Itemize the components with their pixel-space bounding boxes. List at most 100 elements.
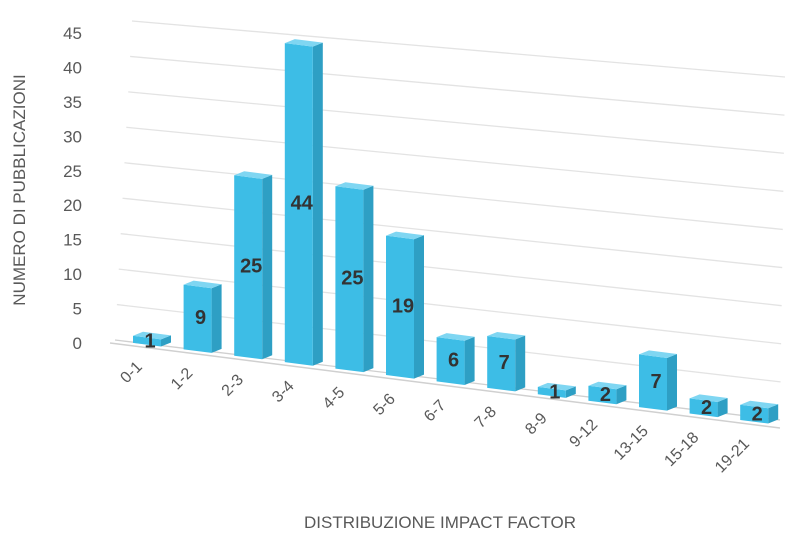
x-tick-label: 6-7 xyxy=(421,397,449,425)
y-tick-label: 30 xyxy=(63,127,82,146)
bar-front xyxy=(537,386,566,398)
data-label: 2 xyxy=(752,403,763,425)
x-tick-label: 13-15 xyxy=(611,423,652,464)
bar-side xyxy=(262,174,273,360)
bar-side xyxy=(312,42,323,366)
data-label: 1 xyxy=(549,382,560,404)
gridline xyxy=(122,197,783,269)
data-label: 9 xyxy=(195,307,206,329)
x-tick-label: 7-8 xyxy=(472,403,500,431)
data-label: 44 xyxy=(291,193,314,215)
gridline xyxy=(131,20,786,78)
data-label: 6 xyxy=(448,349,459,371)
bar xyxy=(183,280,222,353)
data-label: 2 xyxy=(701,397,712,419)
bar-top xyxy=(639,350,677,358)
bar-front xyxy=(133,335,161,347)
x-tick-label: 5-6 xyxy=(370,391,398,419)
grid-layer xyxy=(109,20,786,429)
bar xyxy=(436,333,475,385)
bar-front xyxy=(386,235,414,379)
floor-edge xyxy=(109,342,781,429)
data-label: 7 xyxy=(499,352,510,374)
bar-top xyxy=(689,394,728,402)
bar-top xyxy=(183,280,222,289)
gridline xyxy=(128,91,784,154)
bar-side xyxy=(768,404,779,424)
x-tick-label: 8-9 xyxy=(522,410,550,438)
bar-top xyxy=(436,333,475,341)
bar-side xyxy=(464,336,475,385)
bar-side xyxy=(667,353,677,411)
x-tick-label: 3-4 xyxy=(269,378,297,406)
bar-side xyxy=(717,397,728,418)
bar-top xyxy=(133,331,171,340)
bar xyxy=(335,182,374,373)
y-tick-label: 25 xyxy=(63,162,82,181)
y-tick-label: 45 xyxy=(63,24,82,43)
bar xyxy=(133,331,171,347)
bar-front xyxy=(689,398,718,418)
bar-top xyxy=(335,182,374,190)
x-axis-title: DISTRIBUZIONE IMPACT FACTOR xyxy=(304,513,576,532)
bars-layer xyxy=(133,39,779,424)
bar-top xyxy=(537,382,576,391)
y-tick-label: 0 xyxy=(73,334,82,353)
bar xyxy=(537,382,576,398)
bar-side xyxy=(616,385,627,405)
bar xyxy=(234,171,273,360)
bar-top xyxy=(588,381,627,390)
bar-front xyxy=(639,354,667,411)
x-tick-label: 9-12 xyxy=(567,416,602,451)
bar-top xyxy=(284,39,323,47)
gridline xyxy=(124,162,783,231)
data-label: 19 xyxy=(392,295,414,317)
data-label: 25 xyxy=(240,256,262,278)
bar-front xyxy=(335,186,364,373)
x-tick-label: 19-21 xyxy=(712,435,753,476)
x-tick-label: 1-2 xyxy=(168,365,196,393)
y-tick-label: 10 xyxy=(63,265,82,284)
x-tick-label: 0-1 xyxy=(117,358,145,386)
bar xyxy=(588,381,627,405)
bar xyxy=(740,400,779,424)
data-label: 25 xyxy=(341,267,363,289)
bar-front xyxy=(588,385,617,405)
y-tick-label: 15 xyxy=(63,231,82,250)
bar-front xyxy=(234,175,263,360)
bar-front xyxy=(740,404,769,424)
gridline xyxy=(130,55,785,116)
y-tick-label: 20 xyxy=(63,196,82,215)
bar xyxy=(487,331,526,392)
bar-side xyxy=(363,185,374,373)
y-tick-label: 35 xyxy=(63,93,82,112)
y-tick-label: 40 xyxy=(63,58,82,77)
bar-side xyxy=(565,386,576,398)
bar-side xyxy=(211,284,222,353)
data-label: 7 xyxy=(650,371,661,393)
bar-top xyxy=(740,400,779,409)
bar-top xyxy=(487,331,526,340)
bar xyxy=(689,394,728,418)
bar-side xyxy=(414,235,424,379)
x-tick-label: 2-3 xyxy=(219,371,247,399)
bar-side xyxy=(515,335,526,392)
bar xyxy=(639,350,677,411)
y-tick-label: 5 xyxy=(73,300,82,319)
gridline xyxy=(120,233,782,307)
bar-side xyxy=(161,335,171,347)
y-axis-title: NUMERO DI PUBBLICAZIONI xyxy=(10,74,29,305)
bar xyxy=(386,231,424,379)
bar-top xyxy=(234,171,273,179)
bar xyxy=(284,39,323,366)
x-tick-label: 15-18 xyxy=(661,429,702,470)
y-axis-ticks: 0 5 10 15 20 25 30 35 40 45 xyxy=(63,24,82,353)
bar-front xyxy=(487,335,516,392)
x-tick-label: 4-5 xyxy=(320,384,348,412)
bar-top xyxy=(386,231,424,240)
bar-front xyxy=(436,337,465,385)
data-label: 2 xyxy=(600,384,611,406)
